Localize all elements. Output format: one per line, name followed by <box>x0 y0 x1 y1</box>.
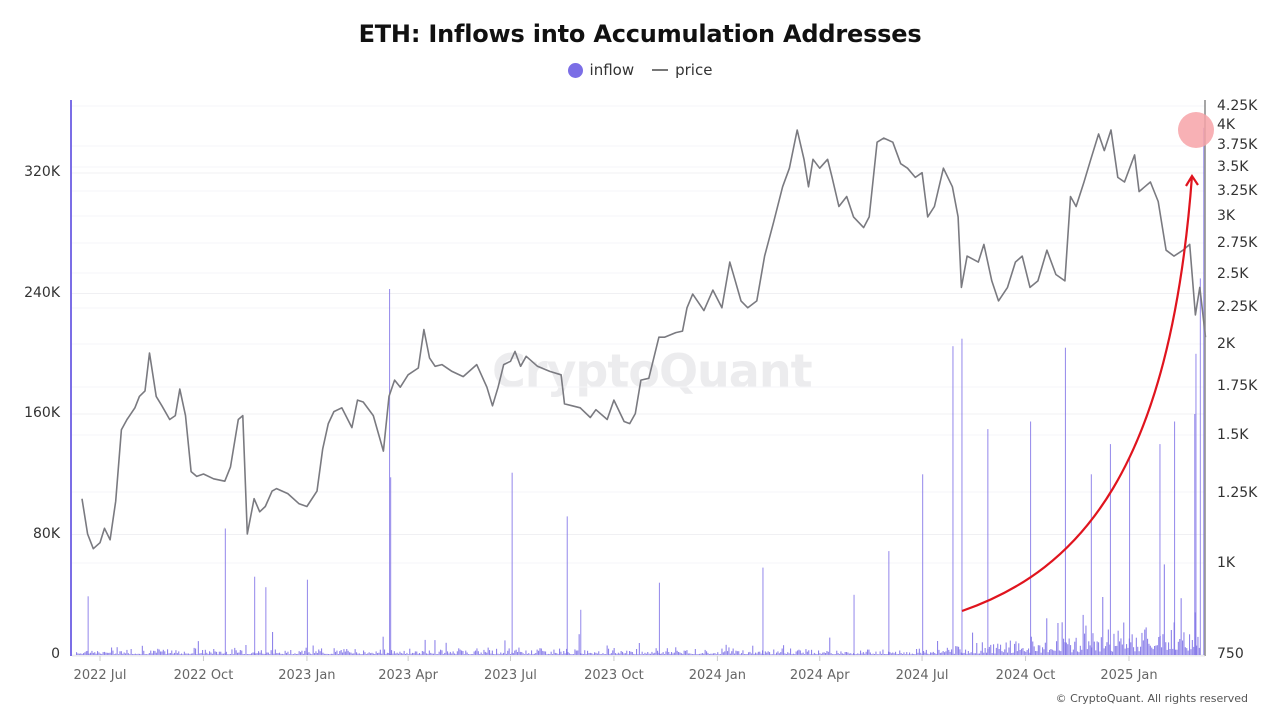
y-right-tick-label: 2.5K <box>1217 265 1249 282</box>
inflow-bars <box>76 127 1205 656</box>
x-tick-label: 2024 Jul <box>895 668 949 683</box>
y-left-tick-label: 160K <box>24 405 60 421</box>
y-right-tick-label: 2.25K <box>1217 298 1258 315</box>
chart-title: ETH: Inflows into Accumulation Addresses <box>358 20 922 48</box>
y-right-tick-label: 4.25K <box>1217 97 1258 114</box>
x-tick-label: 2024 Jan <box>688 668 747 683</box>
x-tick-label: 2024 Oct <box>995 668 1056 683</box>
y-right-tick-label: 1K <box>1217 555 1236 572</box>
x-tick-label: 2022 Oct <box>173 668 234 683</box>
legend-item-inflow[interactable]: inflow <box>567 61 635 79</box>
y-left-tick-label: 80K <box>33 525 60 542</box>
price-line <box>81 129 1207 550</box>
x-tick-label: 2023 Jul <box>484 668 537 683</box>
y-left-tick-label: 240K <box>24 284 60 301</box>
circle-marker-icon <box>567 62 583 78</box>
y-right-tick-label: 1.5K <box>1217 426 1249 443</box>
y-right-tick-label: 1.25K <box>1217 484 1258 501</box>
y-right-tick-label: 3.75K <box>1217 137 1258 154</box>
y-right-tick-label: 750 <box>1217 646 1244 662</box>
y-left-tick-label: 0 <box>51 646 60 662</box>
y-right-tick-label: 2K <box>1217 336 1236 353</box>
legend-label-price: price <box>675 61 713 79</box>
y-right-tick-label: 2.75K <box>1217 235 1258 252</box>
arrow-head-icon <box>1185 173 1199 187</box>
copyright-notice: © CryptoQuant. All rights reserved <box>1055 692 1248 705</box>
x-tick-label: 2024 Apr <box>789 668 850 683</box>
x-tick-label: 2023 Oct <box>584 668 644 683</box>
y-right-tick-label: 3.5K <box>1217 159 1249 176</box>
x-tick-label: 2023 Apr <box>378 668 438 683</box>
x-tick-marks <box>99 656 1130 661</box>
legend-item-price[interactable]: price <box>652 61 712 79</box>
chart-legend: inflow price <box>0 61 1280 79</box>
red-arrow-annotation <box>961 175 1194 613</box>
y-right-tick-label: 3K <box>1217 207 1236 224</box>
y-right-tick-label: 4K <box>1217 117 1236 133</box>
line-marker-icon <box>652 69 669 71</box>
x-tick-label: 2022 Jul <box>73 668 127 683</box>
highlight-circle-annotation <box>1178 112 1214 148</box>
y-left-tick-label: 320K <box>24 164 60 180</box>
gridlines <box>72 105 1205 656</box>
legend-label-inflow: inflow <box>589 61 635 79</box>
x-tick-label: 2023 Jan <box>278 668 336 683</box>
y-right-tick-label: 1.75K <box>1217 378 1258 395</box>
y-right-tick-label: 3.25K <box>1217 182 1258 199</box>
x-tick-label: 2025 Jan <box>1100 668 1158 683</box>
